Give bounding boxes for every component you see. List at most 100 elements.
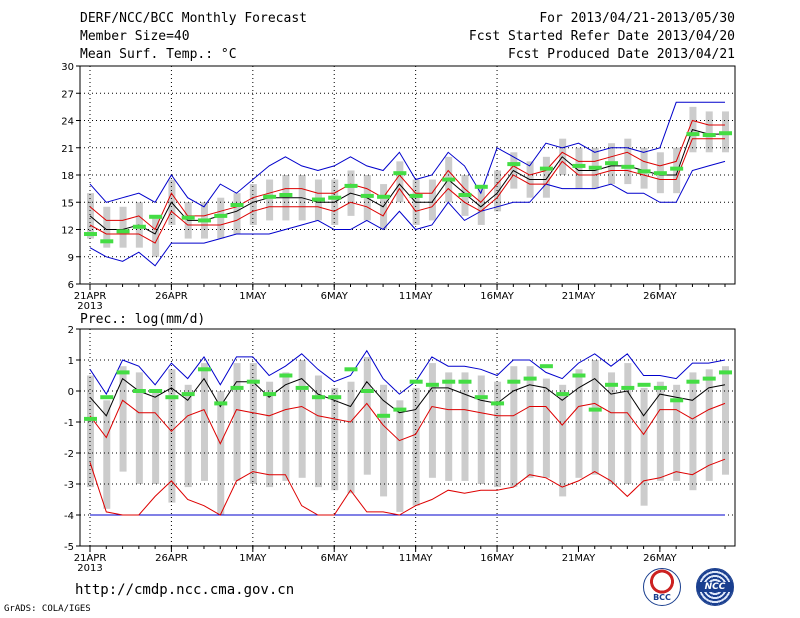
forecast-period: For 2013/04/21-2013/05/30 [539,11,735,26]
prec-observed-mark [409,379,423,384]
temp-member-box [428,179,436,221]
prec-observed-mark [653,385,667,390]
prec-member-box [331,387,339,491]
prec-y-tick-label: -5 [64,542,74,553]
temp-observed-mark [230,202,244,207]
prec-member-box [591,360,599,475]
prec-member-box [363,356,371,475]
prec-member-box [233,363,241,481]
prec-x-tick-label: 21MAY [562,553,596,564]
temp-member-box [217,197,225,239]
temp-y-tick-label: 9 [68,253,74,264]
temp-observed-mark [670,166,684,171]
temp-lower-line [89,138,725,244]
prec-mean-line [89,377,726,417]
prec-observed-mark [165,395,179,400]
temp-observed-mark [653,171,667,176]
prec-member-box [119,366,127,472]
prec-x-tick-label: 26MAY [643,553,677,564]
prec-member-box [461,372,469,481]
prec-member-box [575,369,583,478]
temp-upper-line [89,119,725,231]
temp-observed-mark [311,197,325,202]
temp-observed-mark [393,171,407,176]
temp-mean-line [89,128,725,235]
prec-member-box [542,378,550,478]
prec-observed-mark [719,370,732,375]
prec-y-tick-label: 0 [68,387,74,398]
prec-observed-mark [670,398,684,403]
prec-member-box [347,381,355,494]
prec-member-box [282,372,290,481]
prec-observed-mark [588,407,602,412]
temp-observed-mark [621,164,635,169]
temp-observed-mark [637,169,651,174]
temp-member-box [705,111,713,153]
prec-member-box [135,372,143,484]
prec-member-box [445,372,453,481]
temp-observed-mark [539,166,553,171]
temp-observed-mark [197,218,211,223]
prec-member-box [428,363,436,478]
prec-observed-mark [393,407,407,412]
prec-member-box [168,369,176,503]
temp-observed-mark [360,193,374,198]
temp-y-tick-label: 27 [61,89,74,100]
prec-member-box [494,381,502,488]
temp-x-tick-label: 26APR [155,291,188,302]
temp-observed-mark [458,192,472,197]
prec-member-box [689,372,697,491]
temp-x-tick-label: 11MAY [399,291,433,302]
prec-member-box [87,375,94,488]
prec-observed-mark [572,373,586,378]
prec-observed-mark [344,367,358,372]
prec-y-tick-label: -2 [64,449,74,460]
chart-title: DERF/NCC/BCC Monthly Forecast [80,11,307,26]
prec-x-tick-label: 6MAY [321,553,349,564]
prec-member-box [526,366,534,478]
bcc-logo-text: BCC [653,593,671,602]
temp-observed-mark [263,194,277,199]
temp-min-line [89,160,726,267]
source-url[interactable]: http://cmdp.ncc.cma.gov.cn [75,582,295,598]
prec-member-box [722,366,729,475]
temp-observed-mark [181,215,195,220]
temp-x-tick-label: 1MAY [239,291,267,302]
temp-member-box [542,156,550,198]
prec-member-box [624,363,632,484]
prec-member-box [510,366,518,488]
grads-credit: GrADS: COLA/IGES [4,604,91,614]
prec-y-tick-label: 2 [68,325,74,336]
temp-observed-mark [719,131,732,136]
prec-y-tick-label: -4 [64,511,74,522]
prec-observed-mark [100,395,114,400]
temp-observed-mark [442,177,456,182]
temp-y-tick-label: 6 [68,280,74,291]
temp-observed-mark [507,162,521,167]
prec-lowest-line [89,458,726,516]
temp-observed-mark [409,193,423,198]
temp-observed-mark [572,163,586,168]
prec-observed-mark [279,373,293,378]
prec-x-tick-label: 26APR [155,553,188,564]
prec-observed-mark [637,382,651,387]
prec-member-box [152,391,160,484]
prec-member-box [103,400,111,509]
prec-observed-mark [149,389,163,393]
temp-observed-mark [214,213,228,218]
temp-observed-mark [686,132,700,137]
prec-member-box [656,381,664,481]
prec-observed-mark [686,379,700,384]
prec-member-box [249,363,257,484]
prec-y-tick-label: -1 [64,418,74,429]
temp-observed-mark [588,165,602,170]
prec-observed-mark [84,416,97,421]
prec-observed-mark [702,376,716,381]
prec-observed-mark [311,395,325,400]
temp-x-tick-label: 16MAY [480,291,514,302]
temp-member-box [152,215,160,257]
temp-member-box [119,206,127,248]
prec-observed-mark [214,401,228,406]
prec-member-box [184,384,192,488]
temp-x-tick-label: 21MAY [562,291,596,302]
